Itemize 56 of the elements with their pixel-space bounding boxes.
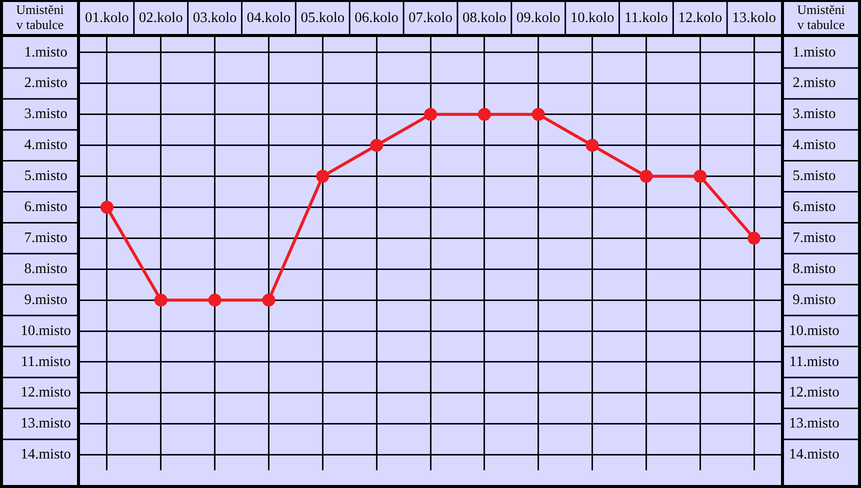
y-tick-label: 8.misto xyxy=(24,260,68,277)
x-tick-label: 04.kolo xyxy=(246,10,291,26)
y2-tick-label: 10.misto xyxy=(788,322,840,339)
y-tick-label: 6.misto xyxy=(24,199,68,216)
y-tick-label: 11.misto xyxy=(20,354,71,370)
y-tick-label: 5.misto xyxy=(24,168,68,184)
y2-tick-label: 1.misto xyxy=(792,44,836,60)
y2-tick-label: 2.misto xyxy=(792,75,836,92)
x-tick-label: 02.kolo xyxy=(138,10,183,26)
x-tick-label: 07.kolo xyxy=(408,10,452,26)
y-tick-label: 13.misto xyxy=(20,416,72,432)
point xyxy=(424,108,437,121)
x-tick-label: 05.kolo xyxy=(300,10,345,26)
point xyxy=(748,232,761,245)
point xyxy=(370,138,384,152)
x-tick-label: 10.kolo xyxy=(570,10,614,26)
point xyxy=(208,294,222,307)
point xyxy=(100,200,114,214)
y2-tick-label: 9.misto xyxy=(792,292,836,308)
y2-tick-label: 8.misto xyxy=(792,260,836,277)
x-tick-label: 12.kolo xyxy=(678,10,722,26)
y2-tick-label: 13.misto xyxy=(788,416,840,432)
x-tick-label: 09.kolo xyxy=(516,10,560,26)
x-tick-label: 01.kolo xyxy=(85,10,129,26)
x-tick-label: 03.kolo xyxy=(192,10,237,26)
y2-axis-title: Umistěni v tabulce xyxy=(797,2,846,32)
point xyxy=(640,170,653,183)
y2-tick-label: 12.misto xyxy=(788,384,840,401)
point xyxy=(586,138,599,152)
y-tick-label: 3.misto xyxy=(24,106,68,122)
y-tick-label: 2.misto xyxy=(24,75,68,92)
y-tick-label: 10.misto xyxy=(20,322,72,339)
y-axis-title: Umistěni v tabulce xyxy=(16,2,64,32)
y2-tick-label: 7.misto xyxy=(792,230,836,246)
point xyxy=(316,170,330,183)
y-tick-label: 9.misto xyxy=(24,292,68,308)
y2-tick-label: 6.misto xyxy=(792,199,836,216)
y-tick-label: 14.misto xyxy=(20,446,72,463)
x-tick-label: 13.kolo xyxy=(732,10,776,26)
y2-tick-label: 3.misto xyxy=(792,106,836,122)
y2-tick-label: 11.misto xyxy=(789,354,840,370)
point xyxy=(262,294,276,307)
y-tick-label: 4.misto xyxy=(24,137,68,154)
x-tick-label: 06.kolo xyxy=(354,10,399,26)
point xyxy=(532,108,545,121)
x-tick-label: 08.kolo xyxy=(462,10,506,26)
y-tick-label: 12.misto xyxy=(20,384,72,401)
y-tick-label: 1.misto xyxy=(24,44,68,60)
point xyxy=(478,108,491,121)
point xyxy=(154,294,168,307)
y2-tick-label: 14.misto xyxy=(788,446,840,463)
y-tick-label: 7.misto xyxy=(24,230,68,246)
y2-tick-label: 5.misto xyxy=(792,168,836,184)
point xyxy=(694,170,707,183)
x-tick-label: 11.kolo xyxy=(624,10,668,26)
y2-tick-label: 4.misto xyxy=(792,137,836,154)
